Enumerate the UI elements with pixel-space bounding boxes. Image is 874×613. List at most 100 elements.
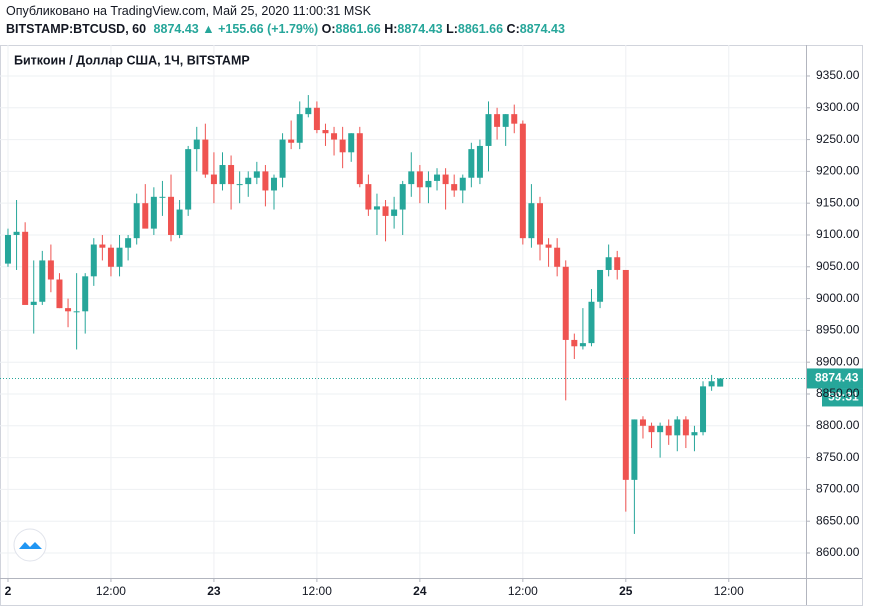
candle-body [210, 174, 217, 185]
candle-body [356, 133, 363, 185]
x-tick-label: 2 [5, 584, 12, 598]
candle-body [545, 244, 552, 248]
x-tick-label: 25 [619, 584, 633, 598]
candle-body [47, 260, 54, 280]
published: Опубликовано на TradingView.com, Май 25,… [6, 4, 371, 18]
candle-body [262, 171, 269, 191]
candle-body [562, 266, 569, 340]
candle-body [674, 419, 681, 436]
candle-body [665, 425, 672, 436]
y-tick-label: 8600.00 [816, 545, 860, 559]
y-tick-label: 9300.00 [816, 100, 860, 114]
candle-body [511, 114, 518, 124]
high: 8874.43 [397, 22, 443, 36]
candle-body [22, 231, 29, 305]
candle-body [270, 177, 277, 191]
candle-body [519, 123, 526, 239]
candle-body [296, 114, 303, 143]
candle-body [159, 196, 166, 198]
candle-body [365, 184, 372, 210]
candle-body [494, 114, 501, 127]
y-tick-label: 8800.00 [816, 418, 860, 432]
candle-body [313, 107, 320, 131]
candle-body [451, 184, 458, 191]
candle-body [339, 139, 346, 153]
candle-body [142, 203, 149, 229]
candle-body [107, 247, 114, 267]
last: 8874.43 [153, 22, 199, 36]
candle-body [99, 244, 106, 248]
y-tick-label: 9050.00 [816, 259, 860, 273]
y-tick-label: 9200.00 [816, 164, 860, 178]
candle-body [648, 425, 655, 433]
symbol-line: BITSTAMP:BTCUSD, 60 8874.43 ▲ +155.66 (+… [6, 22, 565, 36]
candle-body [579, 343, 586, 347]
candle-body [56, 279, 63, 309]
countdown-box [822, 388, 863, 407]
candle-body [476, 145, 483, 178]
candle-body [588, 301, 595, 344]
candle-body [125, 238, 132, 248]
y-tick-label: 9250.00 [816, 132, 860, 146]
candle-body [605, 257, 612, 270]
candle-body [425, 180, 432, 188]
candle-body [279, 139, 286, 178]
low: 8861.66 [457, 22, 504, 36]
candle-body [682, 419, 689, 436]
open: 8861.66 [335, 22, 381, 36]
candle-body [554, 247, 561, 267]
x-tick-label: 12:00 [96, 584, 126, 598]
candle-body [382, 206, 389, 216]
candle-body [639, 419, 646, 426]
grid [0, 45, 810, 582]
candle-body [39, 260, 46, 302]
x-tick-label: 23 [207, 584, 221, 598]
candle-body [288, 139, 295, 143]
candle-body [245, 177, 252, 185]
y-tick-label: 8750.00 [816, 450, 860, 464]
change: ▲ +155.66 (+1.79%) [202, 22, 319, 36]
y-tick-label: 8900.00 [816, 354, 860, 368]
candle-body [657, 425, 664, 433]
x-tick-label: 12:00 [508, 584, 538, 598]
price-overlay: 8874.43 59:31 [0, 368, 863, 407]
candle-body [571, 339, 578, 347]
candle-body [717, 378, 724, 387]
candle-body [305, 107, 312, 115]
candle-body [253, 171, 260, 178]
candle-body [408, 171, 415, 185]
high-label: H: [384, 22, 398, 36]
candle-body [331, 133, 338, 140]
frame [0, 45, 863, 606]
y-tick-label: 8650.00 [816, 513, 860, 527]
candle-body [73, 311, 80, 313]
candle-body [322, 130, 329, 134]
candle-body [193, 139, 200, 150]
candle-body [528, 203, 535, 239]
x-tick-label: 24 [413, 584, 427, 598]
candle-body [631, 419, 638, 480]
candle-body [399, 184, 406, 210]
candle-body [30, 301, 37, 305]
low-label: L: [446, 22, 458, 36]
candle-body [391, 209, 398, 216]
y-tick-label: 8850.00 [816, 386, 860, 400]
last-price-label: 8874.43 [815, 371, 859, 385]
candle-body [708, 381, 715, 387]
candle-body [597, 269, 604, 302]
candle-body [459, 177, 466, 191]
chart-title: Биткоин / Доллар США, 1Ч, BITSTAMP [14, 53, 250, 67]
y-tick-label: 9350.00 [816, 68, 860, 82]
close-label: C: [506, 22, 520, 36]
candle-body [176, 209, 183, 235]
close: 8874.43 [519, 22, 565, 36]
candle-body [185, 149, 192, 210]
candle-body [434, 174, 441, 181]
last-price-box [807, 368, 863, 389]
candle-body [236, 184, 243, 186]
y-tick-label: 9000.00 [816, 291, 860, 305]
countdown: 59:31 [828, 390, 859, 404]
y-tick-label: 8700.00 [816, 482, 860, 496]
